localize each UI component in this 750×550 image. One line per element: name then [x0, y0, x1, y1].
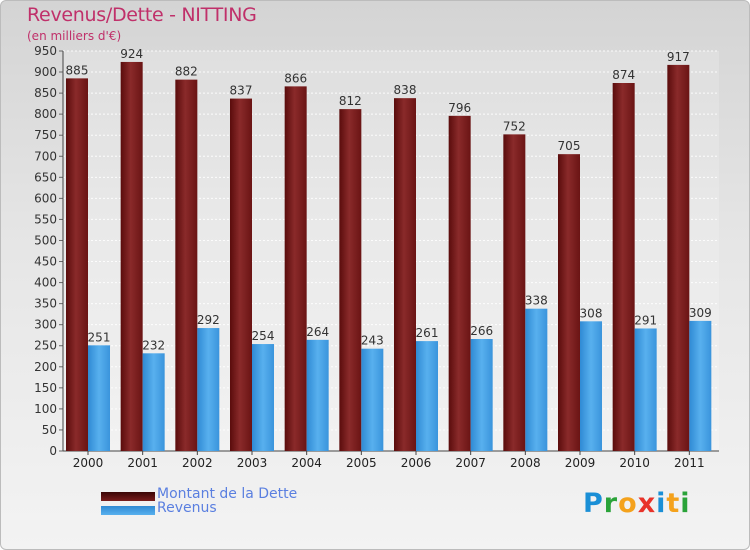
label-dette-2011: 917 — [667, 50, 690, 64]
label-revenus-2008: 338 — [525, 294, 548, 308]
y-tick-label: 500 — [34, 233, 57, 247]
y-tick-label: 700 — [34, 149, 57, 163]
x-tick-label-2005: 2005 — [346, 456, 377, 470]
label-revenus-2010: 291 — [634, 313, 657, 327]
y-tick-label: 950 — [34, 44, 57, 58]
label-revenus-2009: 308 — [580, 306, 603, 320]
y-tick-label: 100 — [34, 402, 57, 416]
bar-revenus-2000 — [88, 345, 110, 451]
bar-dette-2005 — [339, 109, 362, 452]
bar-dette-2003 — [230, 98, 252, 451]
x-tick-label-2001: 2001 — [127, 456, 158, 470]
proxiti-logo: Proxiti — [583, 488, 691, 519]
x-tick-label-2002: 2002 — [182, 456, 213, 470]
label-revenus-2004: 264 — [306, 325, 329, 339]
x-tick-label-2008: 2008 — [510, 456, 541, 470]
label-dette-2000: 885 — [66, 63, 89, 77]
label-dette-2006: 838 — [394, 83, 417, 97]
logo-letter: o — [618, 488, 638, 519]
y-tick-label: 550 — [34, 212, 57, 226]
logo-letter: i — [680, 488, 691, 519]
label-revenus-2003: 254 — [252, 329, 275, 343]
y-tick-label: 400 — [34, 276, 57, 290]
bar-revenus-2001 — [142, 353, 165, 451]
label-revenus-2007: 266 — [470, 324, 493, 338]
bar-revenus-2007 — [470, 339, 493, 451]
y-tick-label: 600 — [34, 191, 57, 205]
legend-swatch-dette — [101, 492, 155, 501]
bar-dette-2011 — [667, 64, 690, 451]
y-tick-label: 800 — [34, 107, 57, 121]
label-revenus-2006: 261 — [416, 326, 439, 340]
y-tick-label: 200 — [34, 360, 57, 374]
bar-revenus-2006 — [416, 341, 438, 451]
bar-revenus-2003 — [252, 344, 274, 451]
bar-revenus-2010 — [634, 328, 657, 451]
label-revenus-2005: 243 — [361, 334, 384, 348]
bar-dette-2002 — [175, 79, 198, 451]
y-tick-label: 300 — [34, 318, 57, 332]
logo-letter: P — [583, 488, 604, 519]
legend-label-dette: Montant de la Dette — [157, 486, 298, 502]
bar-dette-2008 — [503, 134, 526, 452]
bar-dette-2007 — [448, 115, 471, 451]
bar-dette-2010 — [612, 83, 635, 451]
logo-letter: r — [603, 488, 619, 519]
bar-revenus-2009 — [580, 321, 602, 451]
x-tick-label-2003: 2003 — [237, 456, 268, 470]
label-dette-2005: 812 — [339, 94, 362, 108]
bar-revenus-2005 — [361, 348, 384, 451]
y-tick-label: 0 — [49, 444, 57, 458]
logo-letter: t — [666, 488, 681, 519]
x-tick-label-2009: 2009 — [565, 456, 596, 470]
y-tick-label: 850 — [34, 86, 57, 100]
label-revenus-2001: 232 — [142, 338, 165, 352]
logo-letter: i — [656, 488, 667, 519]
x-tick-label-2010: 2010 — [619, 456, 650, 470]
label-dette-2008: 752 — [503, 119, 526, 133]
label-dette-2001: 924 — [120, 47, 143, 61]
bar-dette-2006 — [394, 98, 416, 451]
label-dette-2002: 882 — [175, 65, 198, 79]
label-dette-2004: 866 — [284, 71, 307, 85]
bar-revenus-2008 — [525, 308, 548, 451]
x-tick-label-2006: 2006 — [401, 456, 432, 470]
y-tick-label: 450 — [34, 255, 57, 269]
label-revenus-2002: 292 — [197, 313, 220, 327]
bar-revenus-2002 — [197, 328, 220, 451]
bar-dette-2004 — [284, 86, 307, 452]
chart-title: Revenus/Dette - NITTING — [27, 4, 257, 26]
bar-dette-2000 — [66, 78, 88, 452]
logo-letter: x — [637, 488, 657, 519]
label-revenus-2000: 251 — [88, 330, 111, 344]
y-tick-label: 750 — [34, 128, 57, 142]
x-tick-label-2011: 2011 — [674, 456, 705, 470]
y-tick-label: 350 — [34, 297, 57, 311]
y-tick-label: 900 — [34, 65, 57, 79]
bar-revenus-2011 — [689, 320, 712, 451]
label-dette-2007: 796 — [448, 101, 471, 115]
label-dette-2010: 874 — [612, 68, 635, 82]
legend-swatch-revenus — [101, 506, 155, 515]
y-tick-label: 650 — [34, 170, 57, 184]
bar-dette-2001 — [120, 61, 143, 452]
bar-dette-2009 — [558, 154, 580, 451]
plot-area — [63, 51, 719, 451]
label-dette-2009: 705 — [558, 139, 581, 153]
x-tick-label-2000: 2000 — [73, 456, 104, 470]
legend-label-revenus: Revenus — [157, 500, 217, 516]
x-tick-label-2007: 2007 — [455, 456, 486, 470]
label-dette-2003: 837 — [230, 84, 253, 98]
x-tick-label-2004: 2004 — [291, 456, 322, 470]
label-revenus-2011: 309 — [689, 306, 712, 320]
y-tick-label: 50 — [42, 423, 57, 437]
y-tick-label: 150 — [34, 381, 57, 395]
y-tick-label: 250 — [34, 339, 57, 353]
chart-subtitle: (en milliers d'€) — [27, 29, 122, 43]
bar-revenus-2004 — [306, 339, 329, 451]
